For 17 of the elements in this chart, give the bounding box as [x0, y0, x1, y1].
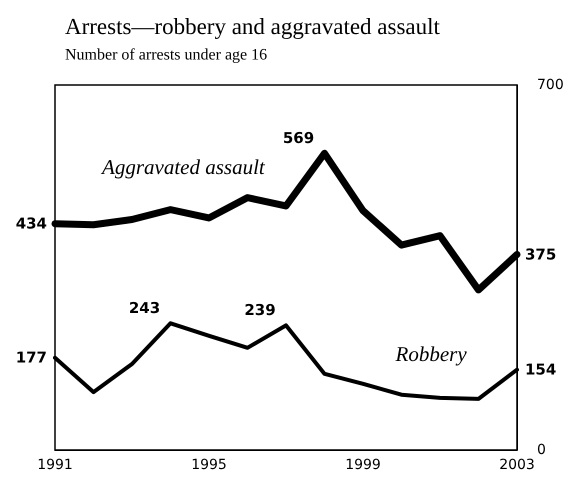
chart-title: Arrests—robbery and aggravated assault [65, 14, 441, 39]
data-label: 375 [525, 245, 556, 264]
data-label: 177 [16, 348, 47, 367]
x-tick-label: 1999 [345, 457, 381, 473]
series-label: Aggravated assault [100, 155, 266, 180]
data-label: 434 [16, 214, 47, 233]
y2-tick-label: 0 [537, 442, 546, 458]
y2-tick-label: 700 [537, 77, 564, 93]
data-label: 154 [525, 360, 556, 379]
data-label: 239 [244, 300, 276, 319]
x-tick-label: 2003 [499, 457, 535, 473]
x-tick-label: 1991 [37, 457, 73, 473]
data-label: 569 [282, 128, 314, 147]
x-tick-label: 1995 [191, 457, 227, 473]
chart-subtitle: Number of arrests under age 16 [65, 46, 268, 64]
data-label: 243 [128, 298, 160, 317]
series-label: Robbery [394, 342, 468, 366]
